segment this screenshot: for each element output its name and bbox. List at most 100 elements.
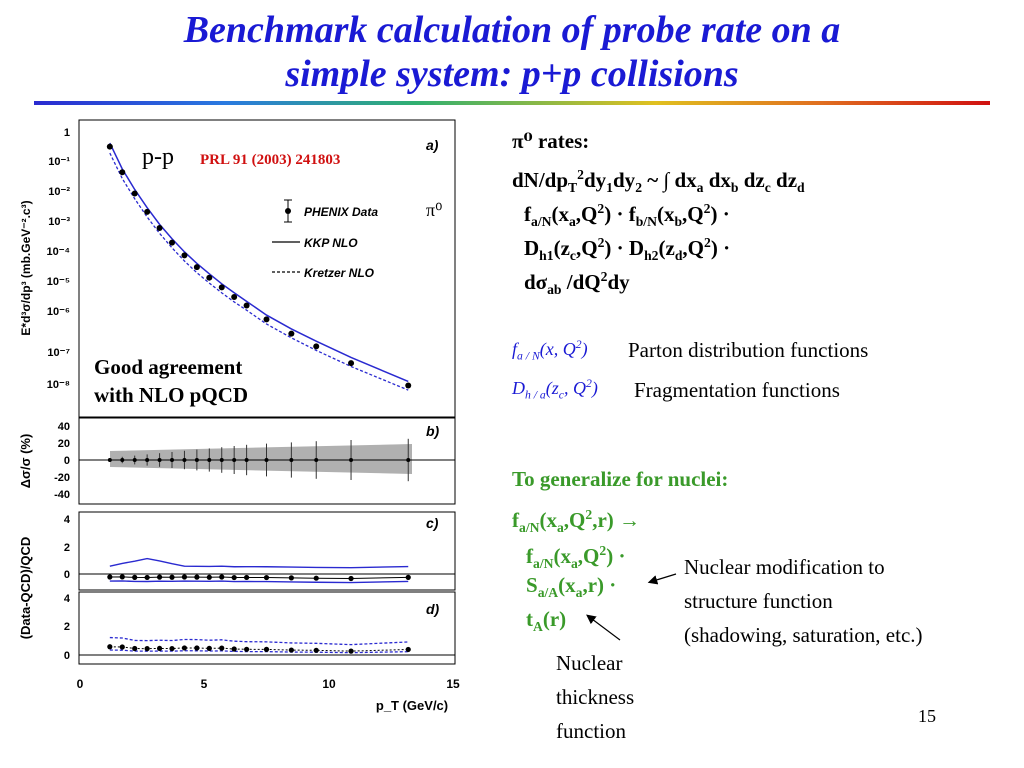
nuc-mod-line-1: Nuclear modification to: [684, 555, 885, 579]
panel-b-frame: [78, 417, 456, 505]
thickness-line-2: thickness: [556, 685, 635, 709]
data-point: [313, 343, 320, 350]
panel-c-upper-band: [109, 557, 409, 569]
title-underline: [34, 101, 990, 105]
ytick-a-7: 10⁻⁷: [47, 347, 70, 359]
panel-b-point: [157, 458, 162, 462]
note-line-1: Good agreement: [94, 355, 242, 379]
x-ticks: 0 5 10 15: [77, 677, 460, 691]
ylabel-a: E*d³σ/dp³ (mb.GeV⁻².c³): [19, 200, 33, 335]
panel-d-point: [194, 645, 200, 651]
svg-text:2: 2: [64, 621, 70, 633]
panel-d-upper-band: [109, 636, 409, 646]
thickness-line-1: Nuclear: [556, 651, 623, 675]
svg-text:4: 4: [64, 514, 71, 526]
svg-text:0: 0: [64, 650, 70, 662]
data-point: [156, 225, 163, 231]
panel-b-point: [207, 458, 212, 462]
rates-title: π⁰ rates:: [512, 129, 590, 153]
legend-data-label: PHENIX Data: [304, 205, 378, 219]
panel-a-label: a): [426, 137, 439, 153]
rate-formula: dN/dpT2dy1dy2 ~ ∫ dxa dxb dzc dzd: [512, 167, 805, 196]
panel-d-point: [231, 646, 237, 652]
panel-d-point: [107, 644, 113, 650]
panel-c-frame: [78, 511, 456, 591]
reference-label: PRL 91 (2003) 241803: [200, 152, 340, 168]
legend-pi0: π⁰: [426, 200, 442, 220]
nuc-mod-line-3: (shadowing, saturation, etc.): [684, 623, 923, 647]
pp-benchmark-figure: 1 10⁻¹ 10⁻² 10⁻³ 10⁻⁴ 10⁻⁵ 10⁻⁶ 10⁻⁷ 10⁻…: [18, 119, 460, 713]
panel-d-point: [288, 647, 294, 653]
kkp-nlo-curve: [109, 142, 409, 383]
panel-c-data-line: [109, 576, 409, 580]
panel-d-yticks: 4 2 0: [64, 593, 71, 662]
legend-kretzer-label: Kretzer NLO: [304, 266, 375, 280]
panel-b-point: [120, 458, 125, 462]
legend-data-marker: [285, 208, 291, 214]
formula-line-3: Dh1(zc,Q2) · Dh2(zd,Q2) ·: [524, 235, 731, 264]
panel-c-point: [107, 574, 113, 580]
svg-text:2: 2: [64, 542, 70, 554]
panel-d-point: [169, 645, 175, 652]
ff-label: Fragmentation functions: [634, 378, 840, 402]
svg-text:0: 0: [64, 569, 70, 581]
panel-b-label: b): [426, 423, 440, 439]
ytick-a-5: 10⁻⁵: [47, 276, 70, 288]
annotation-arrows: [586, 573, 677, 641]
panel-b-point: [182, 458, 187, 462]
panel-c-point: [313, 575, 319, 581]
panel-b-point: [145, 458, 150, 462]
panel-d-point: [348, 648, 354, 654]
ytick-a-8: 10⁻⁸: [47, 379, 70, 391]
panel-b-point: [232, 458, 237, 462]
pdf-formula: fa / N(x, Q2): [512, 338, 588, 363]
panel-c-point: [169, 574, 175, 580]
panel-c-point: [144, 574, 150, 581]
panel-b-point: [170, 458, 175, 462]
panel-d-point: [263, 646, 270, 653]
data-point: [144, 208, 151, 215]
svg-text:5: 5: [201, 677, 208, 691]
panel-d-point: [156, 645, 163, 652]
nuc-mod-line-2: structure function: [684, 589, 833, 613]
panel-c-point: [194, 574, 200, 580]
ytick-a-2: 10⁻²: [48, 186, 70, 198]
panel-c-point: [181, 574, 188, 580]
slide-title: Benchmark calculation of probe rate on a…: [0, 8, 1024, 96]
panel-d-label: d): [426, 601, 440, 617]
panel-c-point: [132, 574, 138, 580]
panel-c-point: [244, 574, 250, 581]
nuclear-formula-2: fa/N(xa,Q2) ·: [526, 543, 626, 572]
panel-c-point: [348, 575, 354, 582]
panel-d-point: [181, 645, 188, 651]
svg-text:0: 0: [77, 677, 84, 691]
data-point: [243, 302, 250, 309]
ytick-a-4: 10⁻⁴: [47, 246, 70, 258]
data-point: [119, 169, 126, 176]
panel-a-yticks: 1 10⁻¹ 10⁻² 10⁻³ 10⁻⁴ 10⁻⁵ 10⁻⁶ 10⁻⁷ 10⁻…: [47, 127, 71, 391]
svg-text:40: 40: [58, 421, 70, 433]
data-point: [218, 284, 225, 291]
data-point: [106, 143, 113, 150]
svg-text:-40: -40: [54, 489, 70, 501]
svg-text:20: 20: [58, 438, 70, 450]
panel-d-frame: [78, 591, 456, 665]
panel-c-plot: [107, 557, 411, 584]
panel-d-plot: [107, 636, 411, 654]
panel-d-point: [206, 645, 212, 651]
pdf-label: Parton distribution functions: [628, 338, 869, 362]
panel-c-lower-band: [109, 580, 409, 584]
thickness-line-3: function: [556, 719, 626, 743]
panel-d-point: [144, 646, 150, 652]
data-point: [181, 252, 188, 259]
panel-c-yticks: 4 2 0: [64, 514, 71, 581]
panel-c-point: [405, 574, 411, 580]
panel-a-plot: [106, 142, 412, 391]
svg-text:4: 4: [64, 593, 71, 605]
panel-b-points: [107, 438, 411, 482]
panel-d-data-line: [109, 646, 409, 652]
data-point: [206, 274, 213, 281]
panel-c-point: [206, 574, 212, 580]
legend-kkp-label: KKP NLO: [304, 236, 358, 250]
panel-b-point: [349, 458, 354, 462]
